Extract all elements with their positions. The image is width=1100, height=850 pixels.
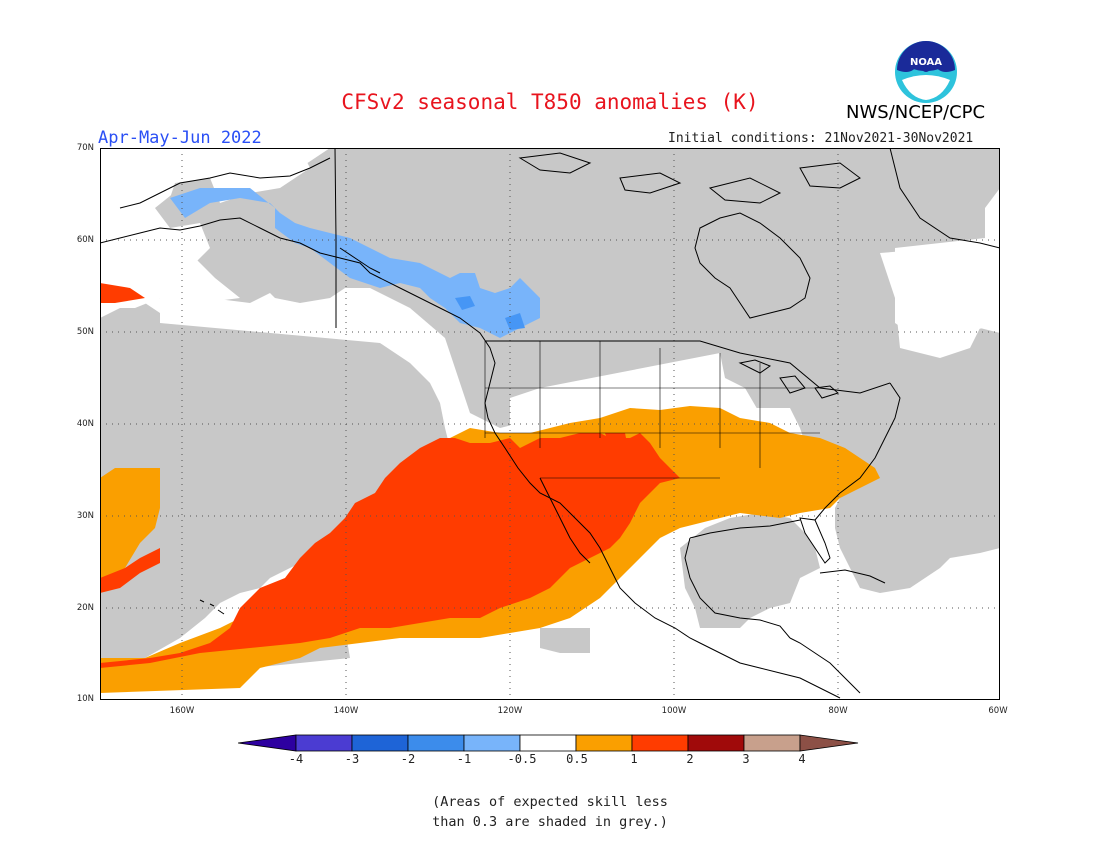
lon-label-140w: 140W xyxy=(333,706,359,716)
lat-label-50n: 50N xyxy=(76,327,94,337)
noaa-logo: NOAA xyxy=(895,41,957,103)
colorbar xyxy=(238,734,859,752)
colorbar-tick-label: 0.5 xyxy=(566,752,588,766)
footnote: (Areas of expected skill less than 0.3 a… xyxy=(0,792,1100,832)
colorbar-tick-label: 1 xyxy=(630,752,638,766)
colorbar-tick-label: -1 xyxy=(456,752,472,766)
lat-label-40n: 40N xyxy=(76,419,94,429)
colorbar-segment xyxy=(631,734,689,752)
anomaly-map xyxy=(100,148,1000,700)
lat-label-10n: 10N xyxy=(76,694,94,704)
colorbar-segment xyxy=(463,734,521,752)
lat-label-30n: 30N xyxy=(76,511,94,521)
colorbar-tick-label: 3 xyxy=(742,752,750,766)
coastlines xyxy=(100,148,1000,699)
logo-text: NOAA xyxy=(910,57,942,68)
colorbar-tick-label: -4 xyxy=(288,752,304,766)
lat-label-70n: 70N xyxy=(76,143,94,153)
graticule xyxy=(100,148,1000,700)
cold-anomaly-stronger xyxy=(455,296,525,330)
lon-label-160w: 160W xyxy=(169,706,195,716)
colorbar-segment xyxy=(519,734,577,752)
colorbar-segment xyxy=(407,734,465,752)
lon-label-80w: 80W xyxy=(828,706,848,716)
colorbar-tick-label: -0.5 xyxy=(507,752,537,766)
colorbar-tick-label: -3 xyxy=(344,752,360,766)
colorbar-tick-label: -2 xyxy=(400,752,416,766)
colorbar-segment xyxy=(575,734,633,752)
cold-anomaly-areas xyxy=(170,188,540,338)
footnote-line1: (Areas of expected skill less xyxy=(432,794,668,810)
colorbar-segment xyxy=(687,734,745,752)
colorbar-segment xyxy=(799,734,859,752)
colorbar-tick-label: 4 xyxy=(798,752,806,766)
lon-label-120w: 120W xyxy=(497,706,523,716)
lon-label-60w: 60W xyxy=(988,706,1008,716)
lon-label-100w: 100W xyxy=(661,706,687,716)
lat-label-20n: 20N xyxy=(76,603,94,613)
colorbar-segment xyxy=(743,734,801,752)
colorbar-segment xyxy=(238,734,297,752)
colorbar-tick-label: 2 xyxy=(686,752,694,766)
colorbar-segment xyxy=(351,734,409,752)
warm-anomaly-strong-areas xyxy=(100,283,680,668)
chart-title: CFSv2 seasonal T850 anomalies (K) xyxy=(341,90,759,114)
initial-conditions-label: Initial conditions: 21Nov2021-30Nov2021 xyxy=(668,131,974,146)
organization-label: NWS/NCEP/CPC xyxy=(846,102,986,123)
season-label: Apr-May-Jun 2022 xyxy=(98,128,262,148)
footnote-line2: than 0.3 are shaded in grey.) xyxy=(432,814,668,830)
lat-label-60n: 60N xyxy=(76,235,94,245)
colorbar-segment xyxy=(295,734,353,752)
